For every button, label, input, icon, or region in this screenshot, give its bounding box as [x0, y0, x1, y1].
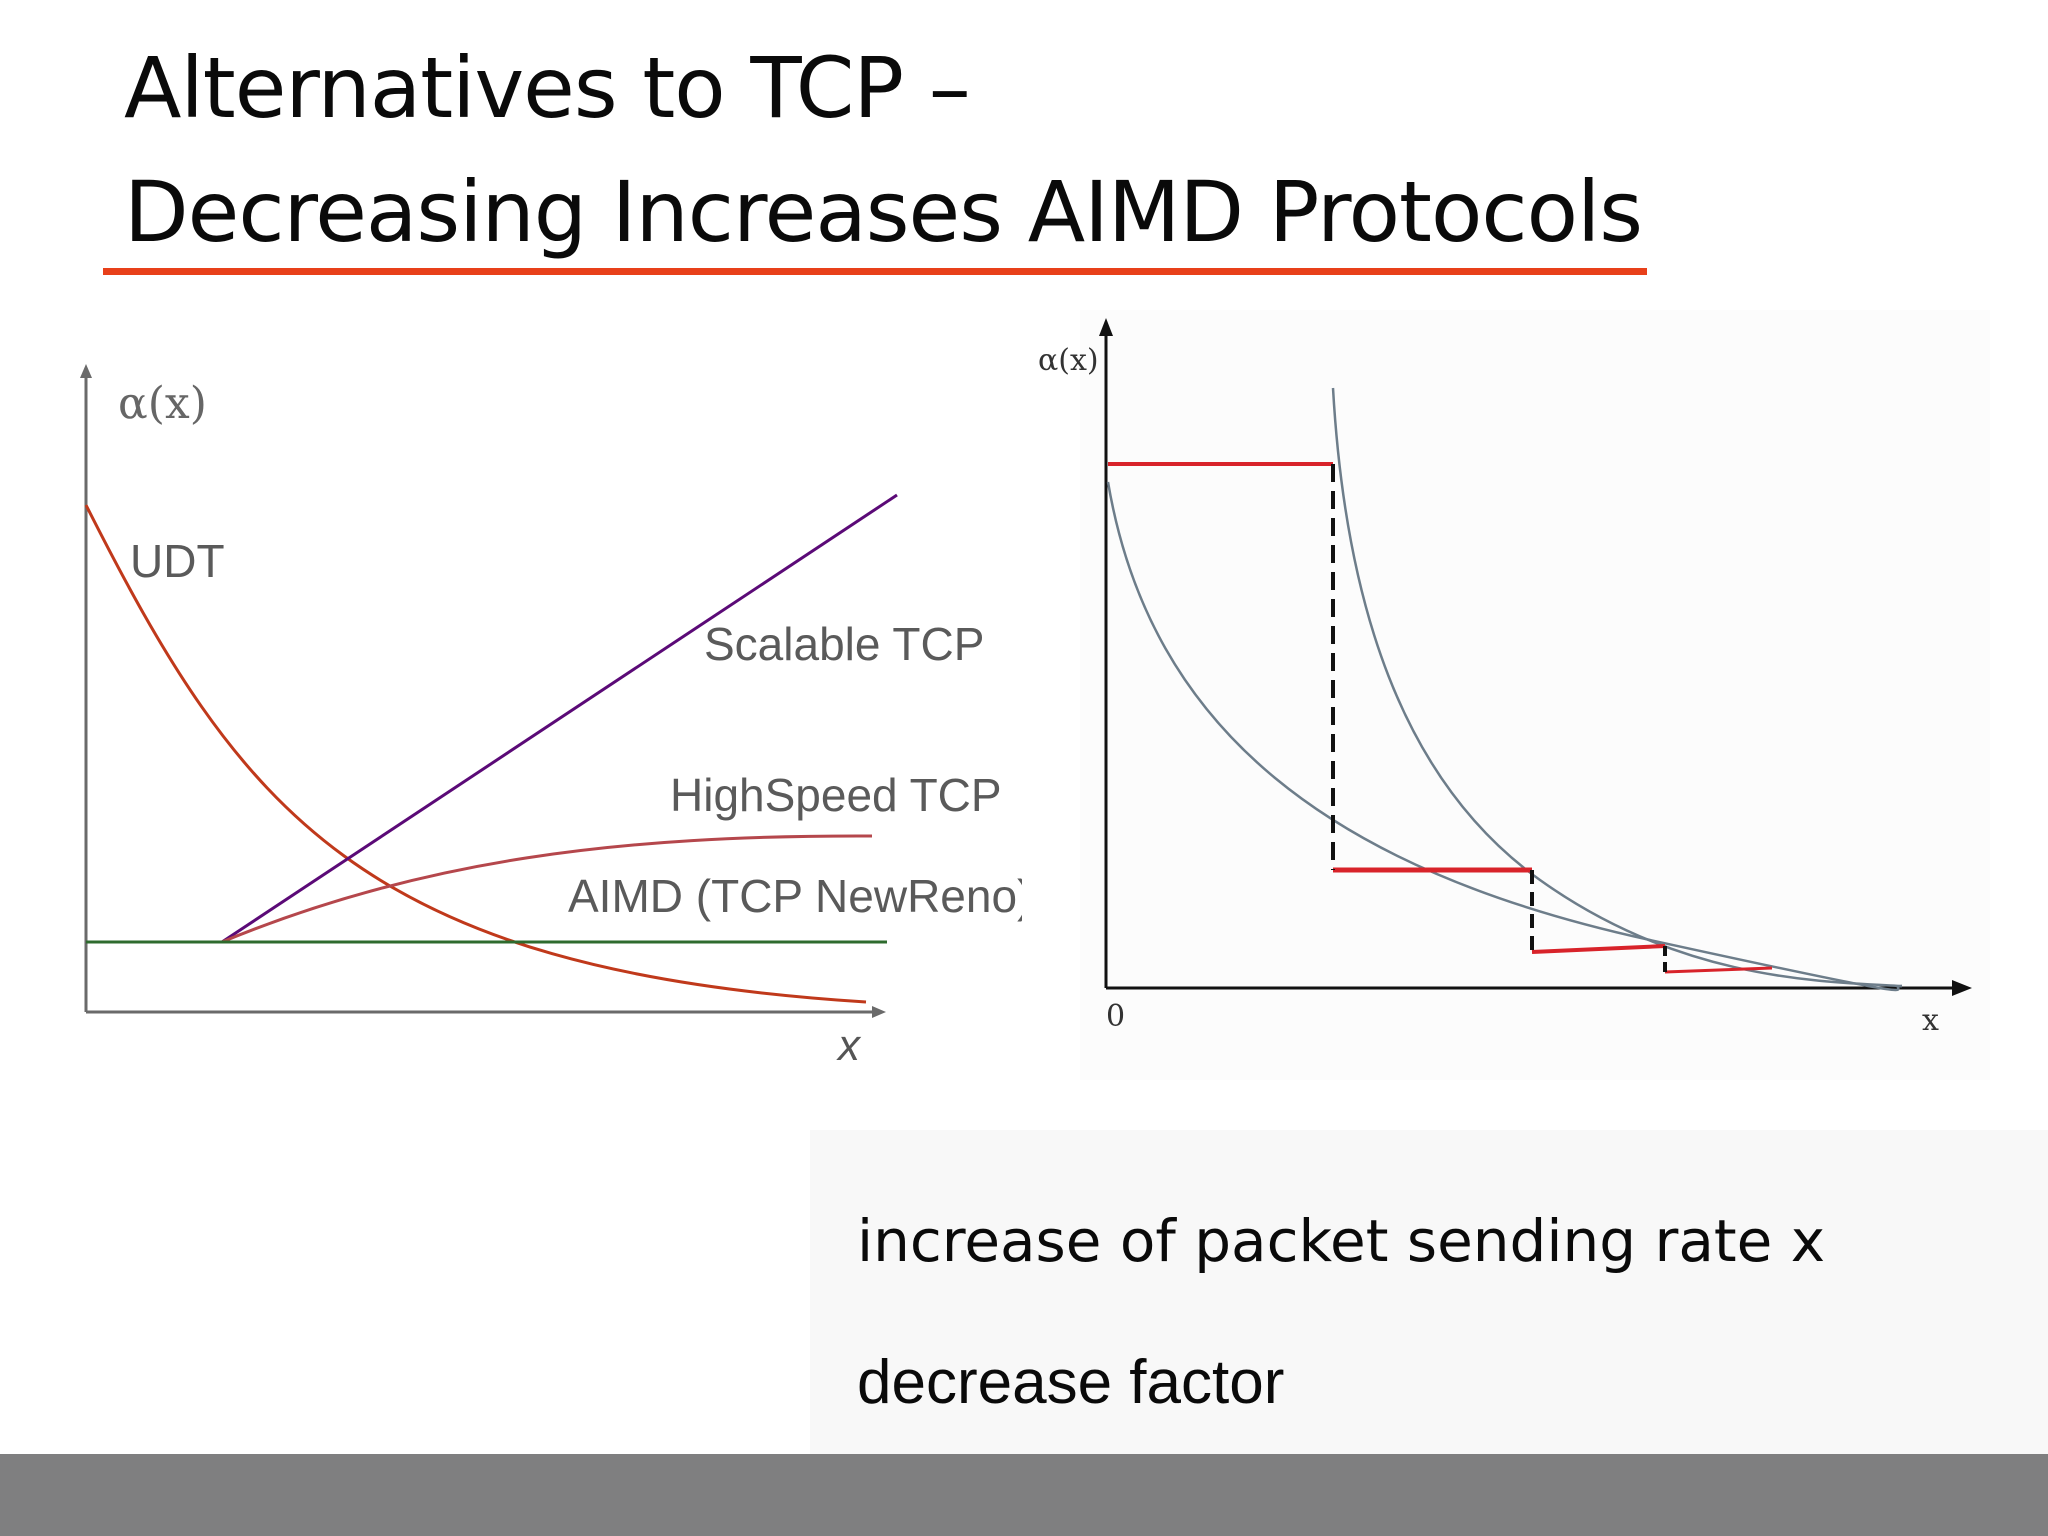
- right-diagram-background: [1080, 310, 1990, 1080]
- increase-description: increase of packet sending rate x: [857, 1207, 1826, 1275]
- scalable-tcp-label: Scalable TCP: [704, 618, 984, 670]
- title-line-2: Decreasing Increases AIMD Protocols: [124, 163, 1643, 261]
- title-line-1: Alternatives to TCP –: [124, 39, 971, 137]
- right-y-axis-arrow: [1099, 318, 1113, 336]
- footer-bar: [0, 1454, 2048, 1536]
- right-x-axis-label: x: [1922, 1003, 1939, 1038]
- aimd-label: AIMD (TCP NewReno): [568, 870, 1030, 922]
- red-segment-3: [1531, 944, 1666, 954]
- left-x-axis-label: x: [836, 1021, 862, 1070]
- left-y-axis-label: α(x): [118, 378, 207, 429]
- upper-curve: [1331, 387, 1903, 988]
- left-alpha-diagram: α(x) x UDT Scalable TCP HighSpeed TCP AI…: [80, 364, 1030, 1070]
- highspeed-tcp-label: HighSpeed TCP: [670, 769, 1002, 821]
- right-origin-label: 0: [1106, 999, 1125, 1034]
- decrease-description: decrease factor: [857, 1348, 1285, 1417]
- udt-label: UDT: [130, 535, 225, 587]
- bottom-text-panel: [810, 1130, 2048, 1454]
- left-x-axis-arrow: [872, 1006, 886, 1018]
- udt-curve: [84, 504, 867, 1004]
- highspeed-tcp-curve: [221, 834, 873, 944]
- left-y-axis-arrow: [80, 364, 92, 378]
- right-sawtooth-diagram: α(x) 0 x: [1038, 310, 1990, 1080]
- right-y-axis-label: α(x): [1038, 343, 1099, 378]
- right-x-axis-arrow: [1952, 980, 1972, 996]
- title-underline: [103, 268, 1647, 275]
- red-segment-4: [1664, 966, 1773, 974]
- slide-title: Alternatives to TCP – Decreasing Increas…: [124, 26, 1824, 274]
- scalable-tcp-line: [221, 493, 898, 944]
- lower-curve: [1106, 481, 1903, 992]
